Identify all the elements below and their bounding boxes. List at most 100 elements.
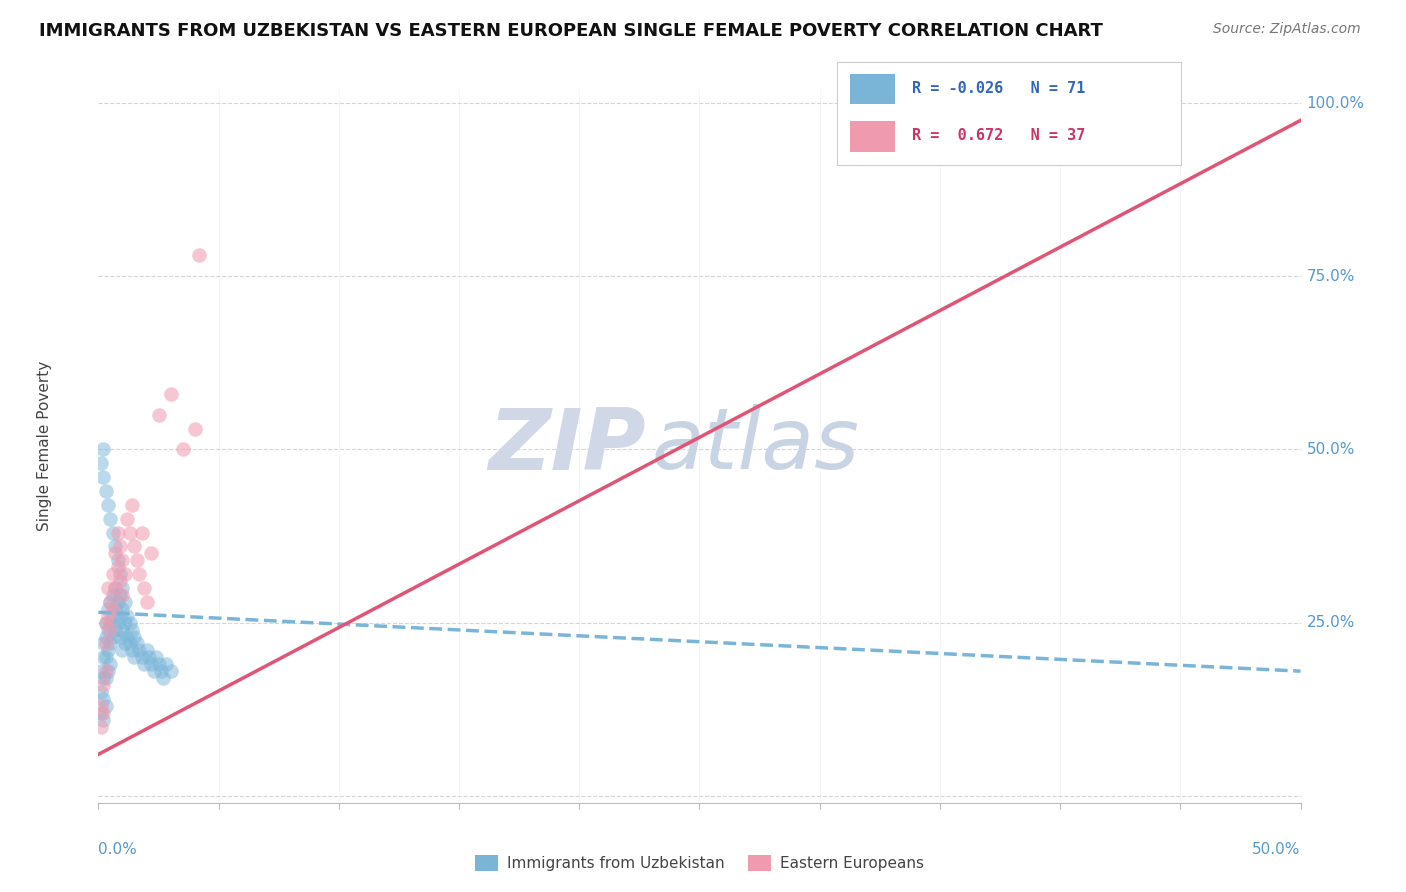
Point	[111, 588, 134, 602]
Point	[135, 643, 157, 657]
Point	[121, 498, 143, 512]
Point	[97, 664, 120, 678]
Point	[104, 581, 127, 595]
Point	[107, 560, 129, 574]
Point	[121, 623, 143, 637]
Point	[94, 671, 117, 685]
Point	[114, 615, 136, 630]
Point	[94, 650, 117, 665]
Point	[97, 608, 120, 623]
Point	[101, 525, 124, 540]
Point	[97, 581, 120, 595]
Text: 50.0%: 50.0%	[1306, 442, 1355, 457]
Point	[131, 525, 153, 540]
Point	[111, 602, 134, 616]
Point	[111, 643, 134, 657]
Point	[91, 678, 114, 692]
Point	[118, 525, 141, 540]
Point	[90, 664, 112, 678]
Point	[107, 525, 129, 540]
Point	[94, 636, 117, 650]
Text: Single Female Poverty: Single Female Poverty	[37, 361, 52, 531]
Point	[108, 567, 131, 582]
Point	[108, 588, 131, 602]
Point	[94, 615, 117, 630]
Point	[183, 422, 205, 436]
Point	[111, 581, 134, 595]
Point	[104, 623, 127, 637]
Point	[101, 602, 124, 616]
Text: Source: ZipAtlas.com: Source: ZipAtlas.com	[1213, 22, 1361, 37]
Point	[101, 608, 124, 623]
Point	[100, 657, 122, 672]
Point	[91, 671, 114, 685]
Point	[101, 588, 124, 602]
Point	[159, 664, 181, 678]
Point	[107, 615, 129, 630]
Point	[132, 581, 155, 595]
Point	[124, 650, 146, 665]
FancyBboxPatch shape	[851, 121, 896, 152]
Point	[97, 602, 120, 616]
Point	[132, 657, 155, 672]
Point	[91, 650, 114, 665]
Point	[94, 698, 117, 713]
Point	[90, 698, 112, 713]
Text: atlas: atlas	[651, 404, 859, 488]
Text: 0.0%: 0.0%	[98, 842, 138, 857]
Point	[128, 643, 150, 657]
Point	[100, 595, 122, 609]
Point	[118, 636, 141, 650]
Point	[148, 657, 170, 672]
Point	[97, 643, 120, 657]
Point	[90, 685, 112, 699]
Point	[90, 456, 112, 470]
Point	[155, 657, 177, 672]
Point	[125, 636, 148, 650]
Point	[91, 691, 114, 706]
Point	[100, 512, 122, 526]
Point	[108, 630, 131, 644]
Point	[148, 408, 170, 422]
Point	[94, 630, 117, 644]
Text: 25.0%: 25.0%	[1306, 615, 1355, 630]
Legend: Immigrants from Uzbekistan, Eastern Europeans: Immigrants from Uzbekistan, Eastern Euro…	[470, 849, 929, 877]
Point	[91, 636, 114, 650]
Text: 50.0%: 50.0%	[1253, 842, 1301, 857]
Point	[114, 567, 136, 582]
Point	[107, 595, 129, 609]
Point	[159, 387, 181, 401]
Point	[90, 720, 112, 734]
Point	[128, 567, 150, 582]
Point	[188, 248, 211, 262]
Point	[114, 595, 136, 609]
Point	[101, 630, 124, 644]
Point	[101, 567, 124, 582]
Point	[108, 608, 131, 623]
Point	[111, 553, 134, 567]
Point	[107, 553, 129, 567]
Point	[145, 650, 167, 665]
Point	[142, 664, 165, 678]
Point	[124, 540, 146, 554]
Point	[172, 442, 194, 457]
Text: R =  0.672   N = 37: R = 0.672 N = 37	[912, 128, 1085, 143]
Point	[100, 636, 122, 650]
Point	[100, 615, 122, 630]
Point	[94, 483, 117, 498]
Text: ZIP: ZIP	[488, 404, 645, 488]
Point	[104, 540, 127, 554]
Point	[114, 636, 136, 650]
Text: 100.0%: 100.0%	[1306, 95, 1365, 111]
Point	[124, 630, 146, 644]
Point	[104, 546, 127, 560]
Point	[104, 581, 127, 595]
Point	[91, 442, 114, 457]
FancyBboxPatch shape	[851, 74, 896, 104]
Point	[131, 650, 153, 665]
Point	[90, 706, 112, 720]
Point	[121, 643, 143, 657]
Text: R = -0.026   N = 71: R = -0.026 N = 71	[912, 80, 1085, 95]
Point	[91, 470, 114, 484]
Point	[117, 608, 139, 623]
